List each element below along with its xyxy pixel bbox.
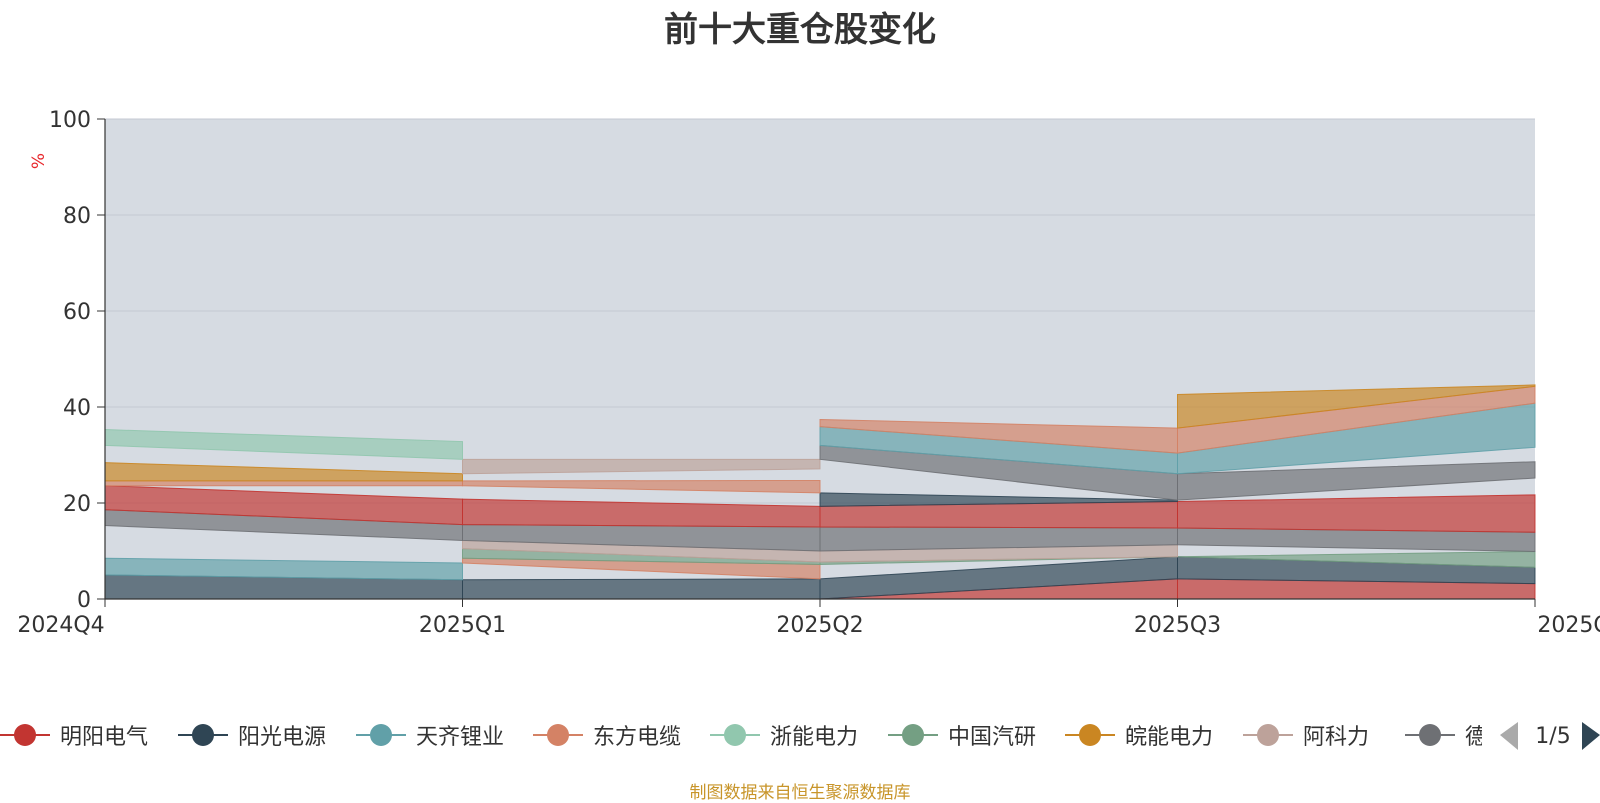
area-band: [462, 479, 821, 494]
legend-label: 浙能电力: [770, 725, 858, 750]
area-band: [462, 578, 821, 600]
y-tick-label: 0: [77, 588, 91, 613]
legend-marker-icon: [1257, 724, 1279, 746]
legend-item[interactable]: 皖能电力: [1065, 724, 1213, 750]
source-note: 制图数据来自恒生聚源数据库: [689, 783, 911, 803]
y-axis-label: %: [29, 153, 49, 169]
area-band: [1177, 384, 1536, 429]
triangle-right-icon[interactable]: [1582, 722, 1600, 750]
legend-item[interactable]: 明阳电气: [0, 724, 148, 750]
legend-label: 明阳电气: [60, 725, 148, 750]
legend-label: 阳光电源: [238, 725, 326, 750]
x-tick-label: 2025Q3: [1134, 613, 1221, 638]
legend-item[interactable]: 天齐锂业: [356, 724, 504, 750]
y-tick-label: 40: [63, 396, 91, 421]
y-tick-label: 60: [63, 300, 91, 325]
legend-label: 皖能电力: [1125, 725, 1213, 750]
legend-label: 阿科力: [1303, 725, 1369, 750]
x-tick-label: 2025Q1: [419, 613, 506, 638]
triangle-left-icon[interactable]: [1500, 722, 1518, 750]
x-tick-label: 2025Q4: [1537, 613, 1600, 638]
y-tick-label: 20: [63, 492, 91, 517]
legend-label: 德业股份: [1465, 725, 1553, 750]
legend-marker-icon: [1419, 724, 1441, 746]
legend-item[interactable]: 阿科力: [1243, 724, 1369, 750]
area-band: [819, 492, 1178, 507]
legend-label: 东方电缆: [593, 725, 681, 750]
legend-marker-icon: [1079, 724, 1101, 746]
area-band: [1177, 461, 1536, 501]
legend: 明阳电气 阳光电源 天齐锂业 东方电缆 浙能电力 中国汽研 皖能电力 阿科力 德业股份1/5: [0, 722, 1600, 750]
chart-title: 前十大重仓股变化: [664, 10, 936, 50]
legend-marker-icon: [724, 724, 746, 746]
legend-label: 中国汽研: [948, 725, 1036, 750]
legend-page-indicator: 1/5: [1535, 724, 1570, 749]
legend-item[interactable]: 浙能电力: [710, 724, 858, 750]
area-band: [104, 480, 463, 487]
legend-item[interactable]: 中国汽研: [888, 724, 1036, 750]
x-tick-label: 2025Q2: [776, 613, 863, 638]
legend-item[interactable]: 东方电缆: [533, 724, 681, 750]
legend-marker-icon: [192, 724, 214, 746]
series-areas: [104, 384, 1536, 600]
legend-marker-icon: [547, 724, 569, 746]
area-band: [462, 458, 821, 475]
axes: 0 20 40 60 80 100 2024Q4 2025Q1 2025Q2 2025Q3 2025…: [17, 108, 1600, 638]
legend-label: 天齐锂业: [416, 725, 504, 750]
legend-marker-icon: [370, 724, 392, 746]
y-tick-label: 80: [63, 204, 91, 229]
y-tick-label: 100: [49, 108, 91, 133]
area-band: [1177, 494, 1536, 533]
x-tick-label: 2024Q4: [17, 613, 104, 638]
area-band: [1177, 550, 1536, 568]
legend-item[interactable]: 阳光电源: [178, 724, 326, 750]
legend-item[interactable]: 德业股份: [1405, 724, 1553, 750]
legend-marker-icon: [14, 724, 36, 746]
legend-marker-icon: [902, 724, 924, 746]
